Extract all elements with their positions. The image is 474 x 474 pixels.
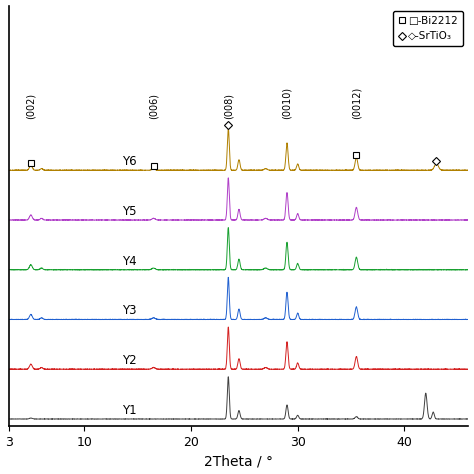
Text: (0012): (0012) (351, 87, 361, 119)
X-axis label: 2Theta / °: 2Theta / ° (204, 455, 273, 468)
Text: (002): (002) (26, 93, 36, 119)
Text: Y5: Y5 (121, 205, 136, 218)
Text: Y6: Y6 (121, 155, 136, 168)
Text: (006): (006) (148, 93, 159, 119)
Text: (008): (008) (223, 93, 233, 119)
Text: Y1: Y1 (121, 404, 136, 417)
Text: Y3: Y3 (121, 304, 136, 317)
Legend: □-Bi2212, ◇-SrTiO₃: □-Bi2212, ◇-SrTiO₃ (392, 11, 463, 46)
Text: Y4: Y4 (121, 255, 136, 267)
Text: Y2: Y2 (121, 354, 136, 367)
Text: (0010): (0010) (282, 87, 292, 119)
